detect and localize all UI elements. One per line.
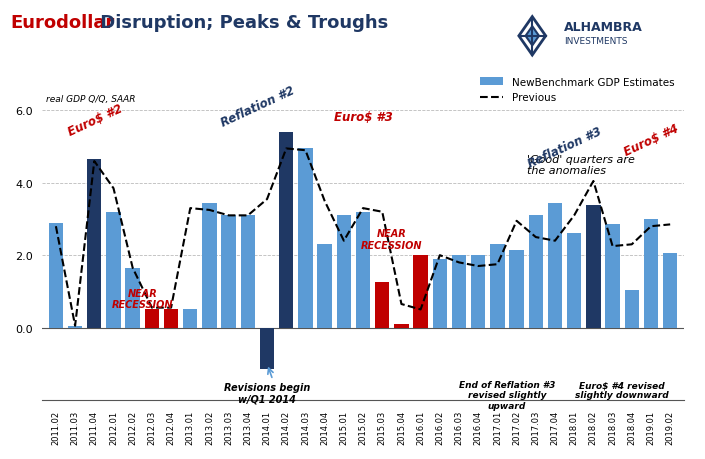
Bar [606,225,620,328]
Text: Euro$ #4: Euro$ #4 [623,122,681,158]
Text: ALHAMBRA: ALHAMBRA [564,21,643,34]
Bar [356,212,370,328]
Bar [337,216,351,328]
Text: INVESTMENTS: INVESTMENTS [564,37,627,46]
Bar [317,245,332,328]
Text: Disruption; Peaks & Troughs: Disruption; Peaks & Troughs [94,14,388,32]
Bar [452,256,466,328]
Text: Reflation #3: Reflation #3 [526,125,604,171]
Text: Revisions begin
w/Q1 2014: Revisions begin w/Q1 2014 [224,382,310,403]
Bar [490,245,505,328]
Text: real GDP Q/Q, SAAR: real GDP Q/Q, SAAR [47,95,136,104]
Bar [49,223,63,328]
Legend: NewBenchmark GDP Estimates, Previous: NewBenchmark GDP Estimates, Previous [476,74,678,107]
Text: End of Reflation #3
revised slightly
upward: End of Reflation #3 revised slightly upw… [459,380,556,410]
Bar [260,328,274,369]
Bar [394,324,409,328]
Bar [125,268,140,328]
Bar [413,256,428,328]
Text: Euro$ #2: Euro$ #2 [66,102,124,138]
Bar [586,205,601,328]
Bar [567,234,582,328]
Text: Reflation #2: Reflation #2 [219,84,297,129]
Bar [375,283,389,328]
Text: Eurodollar: Eurodollar [11,14,115,32]
Bar [221,216,236,328]
Bar [510,250,524,328]
Bar [202,203,216,328]
Bar [298,149,312,328]
Polygon shape [525,27,539,46]
Bar [529,216,543,328]
Text: Euro$ #3: Euro$ #3 [334,111,393,124]
Text: NEAR
RECESSION: NEAR RECESSION [111,288,173,310]
Bar [164,310,178,328]
Bar [279,133,293,328]
Bar [68,326,82,328]
Bar [471,256,486,328]
Text: Euro$ #4 revised
slightly downward: Euro$ #4 revised slightly downward [575,380,669,399]
Bar [625,290,639,328]
Bar [106,212,121,328]
Bar [183,310,197,328]
Bar [145,310,159,328]
Bar [644,219,658,328]
Text: NEAR
RECESSION: NEAR RECESSION [361,229,422,250]
Bar [433,259,447,328]
Text: 'Good' quarters are
the anomalies: 'Good' quarters are the anomalies [527,155,634,176]
Bar [663,254,678,328]
Bar [548,203,562,328]
Bar [87,160,102,328]
Bar [240,216,255,328]
